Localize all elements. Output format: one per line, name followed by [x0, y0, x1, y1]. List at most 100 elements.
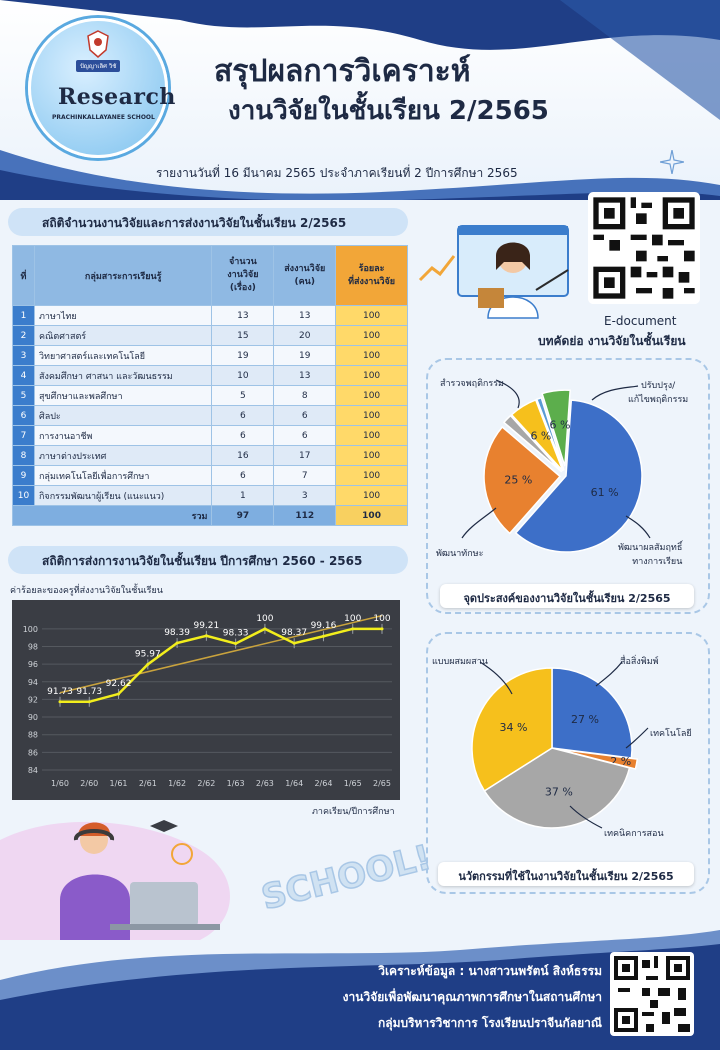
- callout-arrow: [595, 661, 623, 687]
- cell-pct: 100: [335, 485, 408, 506]
- logo-ribbon: ปัญญาเลิศ วิชั: [76, 60, 121, 72]
- pie-label: 25 %: [504, 473, 532, 486]
- cell-sent: 8: [273, 385, 337, 406]
- line-chart: 84 86 88 90 92 94 96 98 100 1/60 2/60 1/61 2/61 1/62 2…: [23, 614, 392, 788]
- cell-pct: 100: [335, 325, 408, 346]
- table-row: 6 ศิลปะ 6 6 100: [12, 405, 408, 426]
- callout-technique: เทคนิคการสอน: [604, 829, 664, 839]
- logo-school-name: PRACHINKALLAYANEE SCHOOL: [52, 114, 155, 121]
- data-label: 99.16: [311, 621, 337, 631]
- cell-pct: 100: [335, 345, 408, 366]
- pie-label: 61 %: [591, 486, 619, 499]
- y-tick-label: 96: [28, 660, 38, 669]
- line-chart-ylabel: ค่าร้อยละของครูที่ส่งงานวิจัยในชั้นเรียน: [10, 586, 163, 596]
- col-header-group: กลุ่มสาระการเรียนรู้: [33, 245, 213, 306]
- data-point: [87, 700, 91, 704]
- x-tick-label: 1/61: [110, 779, 128, 788]
- data-point: [351, 627, 355, 631]
- y-tick-label: 86: [28, 748, 38, 757]
- callout-arrow: [625, 727, 649, 749]
- cell-no: 9: [12, 465, 35, 486]
- x-tick-label: 1/62: [168, 779, 186, 788]
- footer-school: กลุ่มบริหารวิชาการ โรงเรียนปราจีนกัลยาณี: [377, 1016, 602, 1030]
- cell-group: กิจกรรมพัฒนาผู้เรียน (แนะแนว): [33, 485, 213, 506]
- data-label: 92.62: [106, 679, 132, 689]
- school-crest-icon: [87, 30, 109, 58]
- cell-group: วิทยาศาสตร์และเทคโนโลยี: [33, 345, 213, 366]
- x-tick-label: 1/65: [344, 779, 362, 788]
- cell-count: 19: [211, 345, 275, 366]
- qr-code-footer[interactable]: [610, 952, 694, 1036]
- purpose-pie-chart: 61 % 25 % 6 %6 %: [461, 379, 651, 553]
- y-tick-label: 84: [28, 766, 38, 775]
- innovation-pie-caption: นวัตกรรมที่ใช้ในงานวิจัยในชั้นเรียน 2/25…: [438, 862, 694, 886]
- x-tick-label: 1/60: [51, 779, 69, 788]
- footer-analyst: วิเคราะห์ข้อมูล : นางสาวนพรัตน์ สิงห์ธรร…: [378, 964, 602, 978]
- purpose-pie-panel: [426, 358, 710, 614]
- page-subtitle: งานวิจัยในชั้นเรียน 2/2565: [228, 96, 549, 126]
- data-point: [204, 634, 208, 638]
- data-point: [58, 700, 62, 704]
- cell-sent: 6: [273, 425, 337, 446]
- callout-arrow: [591, 385, 639, 401]
- cell-count: 6: [211, 465, 275, 486]
- table-row: 7 การงานอาชีพ 6 6 100: [12, 425, 408, 446]
- qr-code-edocument[interactable]: [588, 192, 700, 304]
- y-tick-label: 92: [28, 695, 38, 704]
- data-point: [175, 641, 179, 645]
- footer-background: [0, 930, 720, 1050]
- cell-pct: 100: [335, 425, 408, 446]
- cell-pct: 100: [335, 305, 408, 326]
- col-header-pct: ร้อยละ ที่ส่งงานวิจัย: [335, 245, 408, 306]
- data-label: 100: [344, 614, 361, 624]
- data-label: 99.21: [193, 621, 219, 631]
- cell-total-label: รวม: [11, 505, 213, 526]
- logo-title: Research: [58, 84, 176, 110]
- data-label: 98.39: [164, 628, 190, 638]
- callout-print: สื่อสิ่งพิมพ์: [620, 657, 659, 667]
- cell-sent: 6: [273, 405, 337, 426]
- pie-slice: [514, 399, 643, 553]
- table-total-row: รวม 97 112 100: [11, 505, 408, 526]
- line-chart-xlabel: ภาคเรียน/ปีการศึกษา: [312, 807, 395, 817]
- cell-no: 3: [12, 345, 35, 366]
- school-logo: [28, 18, 168, 158]
- research-stat-table: ที่ กลุ่มสาระการเรียนรู้ จำนวน งานวิจัย (เ…: [11, 245, 408, 526]
- cell-no: 10: [12, 485, 35, 506]
- teacher-illustration: [418, 225, 569, 319]
- cell-count: 1: [211, 485, 275, 506]
- pie-slice: [471, 667, 553, 792]
- cell-total-count: 97: [211, 505, 275, 526]
- pie-label: 37 %: [545, 785, 573, 798]
- footer-unit: งานวิจัยเพื่อพัฒนาคุณภาพการศึกษาในสถานศึ…: [342, 990, 602, 1004]
- cell-group: ภาษาต่างประเทศ: [33, 445, 213, 466]
- table-row: 10 กิจกรรมพัฒนาผู้เรียน (แนะแนว) 1 3 100: [12, 485, 408, 506]
- cell-group: สุขศึกษาและพลศึกษา: [33, 385, 213, 406]
- cell-pct: 100: [335, 405, 408, 426]
- cell-group: ภาษาไทย: [33, 305, 213, 326]
- callout-mixed: แบบผสมผสาน: [432, 657, 488, 667]
- pie-label: 27 %: [571, 713, 599, 726]
- cell-group: สังคมศึกษา ศาสนา และวัฒนธรรม: [33, 365, 213, 386]
- callout-survey: สำรวจพฤติกรรม: [440, 379, 504, 389]
- data-point: [321, 634, 325, 638]
- data-label: 91.73: [76, 687, 102, 697]
- cell-no: 8: [12, 445, 35, 466]
- pie-slice: [510, 398, 564, 472]
- x-tick-label: 2/63: [256, 779, 274, 788]
- data-label: 100: [373, 614, 390, 624]
- trend-line: [59, 614, 383, 694]
- table-row: 9 กลุ่มเทคโนโลยีเพื่อการศึกษา 6 7 100: [12, 465, 408, 486]
- purpose-pie-caption: จุดประสงค์ของงานวิจัยในชั้นเรียน 2/2565: [440, 584, 694, 608]
- cell-count: 13: [211, 305, 275, 326]
- callout-arrow: [461, 507, 497, 539]
- y-tick-label: 98: [28, 642, 38, 651]
- cell-sent: 3: [273, 485, 337, 506]
- cell-count: 6: [211, 425, 275, 446]
- data-point: [117, 692, 121, 696]
- cell-pct: 100: [335, 445, 408, 466]
- cell-total-pct: 100: [335, 505, 408, 526]
- cell-count: 10: [211, 365, 275, 386]
- cell-pct: 100: [335, 385, 408, 406]
- cell-no: 1: [12, 305, 35, 326]
